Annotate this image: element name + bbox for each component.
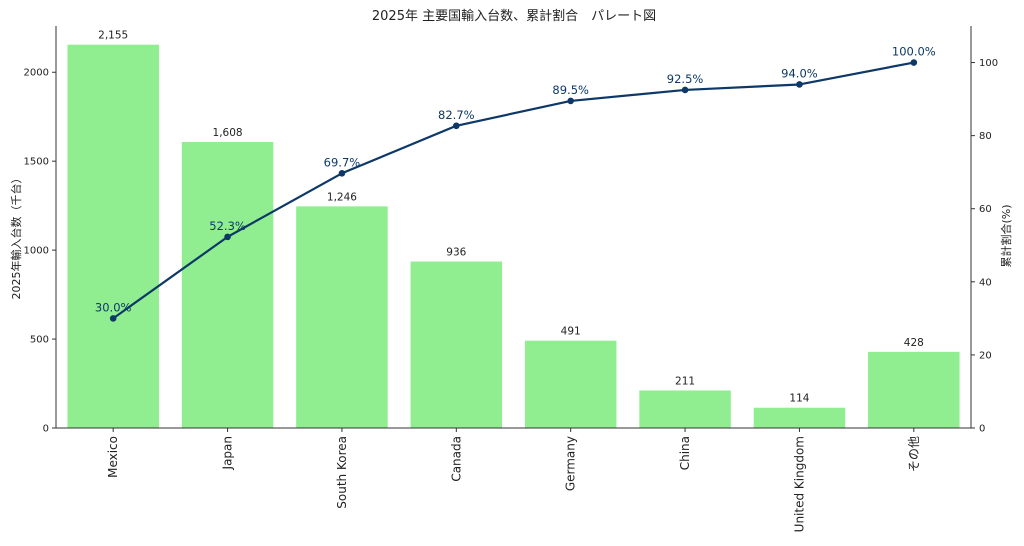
- y2-tick-label: 100: [979, 58, 998, 69]
- data-labels: 2,155 1,608 1,246 936 491 211 114 428 30.0% 52.3%…: [95, 30, 936, 405]
- chart-title: 2025年 主要国輸入台数、累計割合 パレート図: [372, 8, 656, 24]
- bar: [524, 340, 617, 428]
- x-tick-label: United Kingdom: [792, 436, 806, 532]
- cumulative-point: [910, 59, 918, 66]
- bar: [868, 351, 960, 428]
- bar: [67, 44, 159, 428]
- x-tick-label: South Korea: [335, 436, 349, 509]
- y2-tick-label: 60: [979, 204, 992, 215]
- cumulative-point: [681, 86, 689, 94]
- bar-value-label: 1,246: [327, 191, 357, 203]
- bar-value-label: 2,155: [98, 30, 128, 42]
- bar: [181, 141, 274, 428]
- bar-series: [67, 44, 960, 428]
- bar-value-label: 491: [561, 326, 581, 338]
- x-tick-label: Mexico: [106, 436, 120, 478]
- x-tick-label: Canada: [449, 436, 463, 482]
- y-tick-label: 2000: [24, 68, 49, 79]
- cumulative-pct-label: 30.0%: [95, 300, 132, 314]
- y2-tick-label: 20: [979, 350, 992, 361]
- bar: [296, 206, 388, 428]
- cumulative-line: [112, 61, 915, 320]
- cumulative-pct-label: 82.7%: [438, 108, 475, 122]
- bar-value-label: 428: [904, 337, 924, 349]
- bar-value-label: 114: [789, 393, 809, 405]
- y-tick-label: 0: [43, 424, 49, 435]
- bar: [410, 261, 503, 428]
- y-tick-label: 500: [30, 335, 49, 346]
- cumulative-pct-label: 100.0%: [892, 45, 936, 59]
- cumulative-pct-label: 52.3%: [209, 219, 246, 233]
- bar-value-label: 1,608: [213, 127, 243, 139]
- x-tick-label: その他: [907, 436, 921, 472]
- axes: 0 500 1000 1500 2000 0 20 40 60 80 100 Mexico Japan S…: [24, 26, 998, 532]
- cumulative-point: [224, 233, 231, 241]
- y-tick-label: 1500: [24, 157, 49, 168]
- cumulative-pct-label: 69.7%: [324, 155, 361, 169]
- bar: [639, 390, 731, 428]
- y2-tick-label: 40: [979, 277, 992, 288]
- cumulative-point: [109, 315, 117, 322]
- y-axis-label: 2025年輸入台数（千台）: [9, 173, 23, 300]
- cumulative-point: [338, 169, 346, 177]
- cumulative-pct-label: 94.0%: [781, 66, 818, 80]
- y2-tick-label: 0: [979, 424, 985, 435]
- y2-tick-label: 80: [979, 131, 992, 142]
- x-tick-label: Germany: [564, 436, 578, 491]
- x-tick-label: Japan: [221, 436, 235, 470]
- cumulative-point: [453, 122, 460, 130]
- bar-value-label: 211: [675, 375, 695, 387]
- x-tick-label: China: [678, 436, 692, 470]
- cumulative-point: [567, 97, 574, 105]
- bar: [753, 407, 846, 428]
- cumulative-pct-label: 92.5%: [667, 72, 704, 86]
- bar-value-label: 936: [446, 247, 466, 259]
- y-tick-label: 1000: [24, 246, 49, 257]
- y2-axis-label: 累計割合(%): [999, 204, 1013, 267]
- cumulative-pct-label: 89.5%: [552, 83, 589, 97]
- cumulative-point: [796, 81, 803, 88]
- cumulative-line-series: [109, 59, 918, 322]
